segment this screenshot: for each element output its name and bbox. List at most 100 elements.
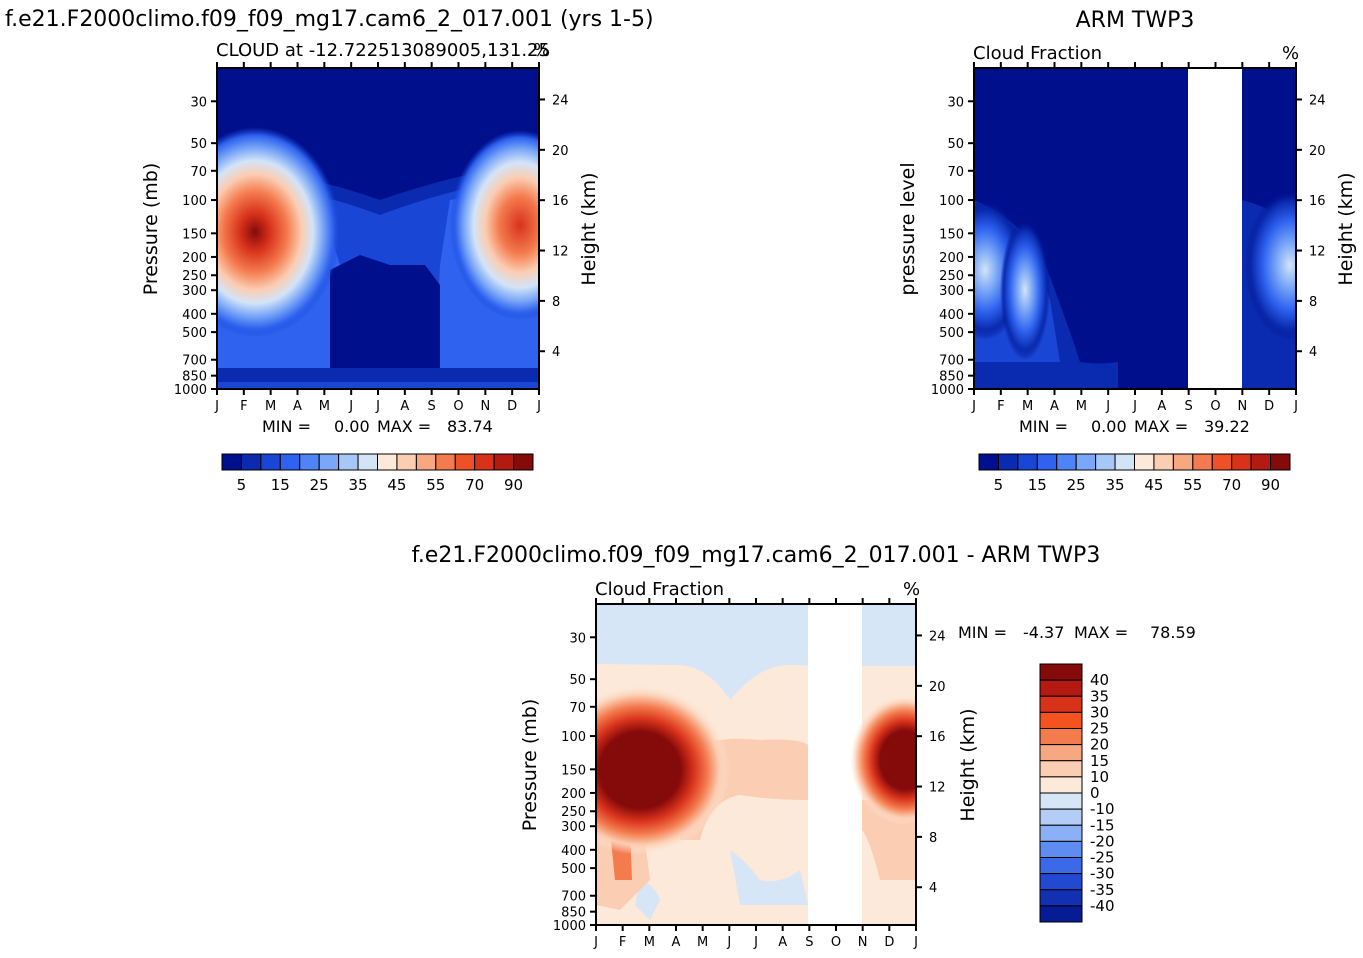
panel-c-max-label: MAX = xyxy=(1074,623,1128,642)
colorbar-label: 15 xyxy=(271,476,290,494)
colorbar-swatch xyxy=(1039,728,1083,746)
y-tick-label: 700 xyxy=(561,890,586,905)
panel-a-units: % xyxy=(533,40,550,61)
x-tick-label: J xyxy=(1105,399,1110,414)
colorbar-swatch xyxy=(454,453,476,471)
colorbar-label: 5 xyxy=(237,476,247,494)
y2-tick-label: 24 xyxy=(552,93,569,108)
y-tick-label: 700 xyxy=(182,354,207,369)
panel-model: f.e21.F2000climo.f09_f09_mg17.cam6_2_017… xyxy=(5,7,654,494)
colorbar-swatch xyxy=(221,453,242,471)
x-tick-label: A xyxy=(293,399,302,414)
x-tick-label: M xyxy=(1076,399,1087,414)
colorbar-swatch xyxy=(1039,824,1083,842)
y2-tick-label: 12 xyxy=(929,781,946,796)
x-tick-label: J xyxy=(536,399,541,414)
x-tick-label: J xyxy=(375,399,380,414)
x-tick-label: O xyxy=(831,935,841,950)
colorbar-swatch xyxy=(493,453,515,471)
y-tick-label: 250 xyxy=(182,269,207,284)
y-tick-label: 500 xyxy=(182,326,207,341)
y-tick-label: 300 xyxy=(939,284,964,299)
y-tick-label: 30 xyxy=(947,95,964,110)
colorbar-swatch xyxy=(1039,663,1083,681)
panel-obs: ARM TWP3 Cloud Fraction % J F M A M J J A S O N D J 3… xyxy=(897,8,1357,494)
y-tick-label: 150 xyxy=(182,227,207,242)
colorbar-label: 35 xyxy=(1106,476,1125,494)
y-tick-label: 150 xyxy=(561,763,586,778)
colorbar-swatch xyxy=(1134,453,1155,471)
x-tick-label: A xyxy=(778,935,787,950)
x-tick-label: S xyxy=(428,399,436,414)
y-tick-label: 1000 xyxy=(553,919,586,934)
y-tick-label: 100 xyxy=(561,730,586,745)
panel-c-ylabel: Pressure (mb) xyxy=(519,699,541,832)
colorbar-label: -35 xyxy=(1090,881,1115,899)
colorbar-swatch xyxy=(1039,776,1083,794)
x-tick-label: F xyxy=(997,399,1004,414)
colorbar-label: 15 xyxy=(1090,752,1109,770)
y-tick-label: 300 xyxy=(561,820,586,835)
colorbar-label: 90 xyxy=(1261,476,1280,494)
panel-a-max-value: 83.74 xyxy=(447,417,493,436)
x-tick-label: F xyxy=(619,935,626,950)
colorbar-swatch xyxy=(1017,453,1038,471)
colorbar-swatch xyxy=(1172,453,1194,471)
panel-c-units: % xyxy=(903,579,920,600)
colorbar-swatch xyxy=(1039,679,1083,697)
y-tick-label: 100 xyxy=(939,194,964,209)
colorbar-swatch xyxy=(1039,695,1083,713)
colorbar-label: 10 xyxy=(1090,768,1109,786)
colorbar-label: 0 xyxy=(1090,784,1100,802)
colorbar-label: -25 xyxy=(1090,849,1115,867)
panel-c-y2label: Height (km) xyxy=(957,708,979,821)
y2-tick-label: 8 xyxy=(1309,295,1317,310)
y2-tick-label: 24 xyxy=(929,629,946,644)
panel-c-min-value: -4.37 xyxy=(1023,623,1064,642)
x-tick-label: D xyxy=(884,935,894,950)
panel-b-y2label: Height (km) xyxy=(1335,172,1357,285)
x-tick-label: J xyxy=(1132,399,1137,414)
x-tick-label: J xyxy=(1293,399,1298,414)
colorbar-swatch xyxy=(513,453,534,471)
colorbar-swatch xyxy=(435,453,456,471)
colorbar-swatch xyxy=(1056,453,1077,471)
colorbar-label: 25 xyxy=(1067,476,1086,494)
x-tick-label: J xyxy=(971,399,976,414)
colorbar-swatch xyxy=(396,453,417,471)
y-tick-label: 30 xyxy=(190,95,207,110)
y-tick-label: 850 xyxy=(182,370,207,385)
colorbar-label: 70 xyxy=(465,476,484,494)
x-tick-label: N xyxy=(858,935,868,950)
y-tick-label: 200 xyxy=(939,251,964,266)
colorbar-label: 55 xyxy=(426,476,445,494)
panel-a-subtitle: CLOUD at -12.722513089005,131.25 xyxy=(216,40,550,61)
colorbar-label: 45 xyxy=(387,476,406,494)
y2-tick-label: 4 xyxy=(929,881,937,896)
panel-c-title: f.e21.F2000climo.f09_f09_mg17.cam6_2_017… xyxy=(412,543,1101,568)
colorbar-swatch xyxy=(1250,453,1272,471)
panel-b-min-label: MIN = xyxy=(1019,417,1068,436)
panel-b-min-value: 0.00 xyxy=(1091,417,1127,436)
colorbar-label: 25 xyxy=(310,476,329,494)
colorbar-label: -15 xyxy=(1090,816,1115,834)
panel-a-title: f.e21.F2000climo.f09_f09_mg17.cam6_2_017… xyxy=(5,7,654,32)
y2-tick-label: 20 xyxy=(929,680,946,695)
colorbar-label: 40 xyxy=(1090,671,1109,689)
colorbar-swatch xyxy=(1039,905,1083,923)
panel-b-title: ARM TWP3 xyxy=(1076,8,1195,33)
panel-b-ylabel: pressure level xyxy=(897,162,919,295)
x-tick-label: M xyxy=(265,399,276,414)
colorbar-label: 20 xyxy=(1090,736,1109,754)
panel-b-colorbar: 5 15 25 35 45 55 70 90 xyxy=(978,453,1291,494)
x-tick-label: A xyxy=(1157,399,1166,414)
colorbar-swatch xyxy=(1039,760,1083,778)
colorbar-label: 55 xyxy=(1183,476,1202,494)
colorbar-swatch xyxy=(1036,453,1058,471)
colorbar-label: 30 xyxy=(1090,703,1109,721)
colorbar-label: 25 xyxy=(1090,720,1109,738)
x-tick-label: O xyxy=(453,399,463,414)
y-tick-label: 300 xyxy=(182,284,207,299)
